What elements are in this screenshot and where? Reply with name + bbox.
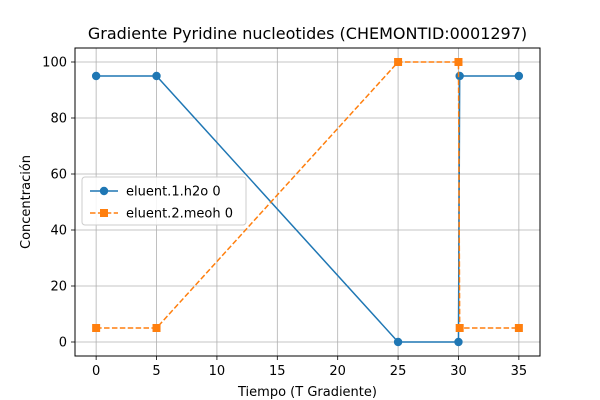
legend: eluent.1.h2o 0 eluent.2.meoh 0 [81,176,247,226]
data-point [393,337,403,347]
x-tick-label: 15 [269,364,286,379]
y-axis-label: Concentración [19,155,34,249]
x-tick-label: 0 [92,364,100,379]
series-line [96,75,519,343]
y-tick-label: 20 [50,280,67,295]
x-tick-label: 5 [152,364,160,379]
y-tick-label: 80 [50,112,67,127]
legend-item: eluent.2.meoh 0 [90,207,233,222]
data-point [514,324,523,332]
legend-marker [99,186,109,196]
data-point [152,324,161,332]
series-line [96,61,519,329]
x-tick-label: 30 [450,364,467,379]
x-tick-label: 20 [329,364,346,379]
legend-marker [100,209,108,217]
y-tick-label: 0 [59,336,67,351]
legend-label: eluent.2.meoh 0 [126,207,233,222]
y-tick-label: 40 [50,224,67,239]
series-1 [91,71,524,347]
plot-frame [74,47,541,357]
ticks: 0 5 10 15 20 25 30 35 0 20 40 60 80 100 [42,56,527,380]
y-tick-label: 60 [50,168,67,183]
series-2 [92,58,523,332]
legend-box [81,176,247,226]
data-point [454,58,463,66]
legend-item: eluent.1.h2o 0 [90,185,221,200]
x-tick-label: 25 [390,364,407,379]
series-layer [91,58,524,347]
data-point [394,58,403,66]
data-point [455,324,464,332]
legend-label: eluent.1.h2o 0 [126,185,221,200]
data-point [514,71,524,81]
y-tick-label: 100 [42,56,67,71]
x-tick-label: 10 [209,364,226,379]
x-axis-label: Tiempo (T Gradiente) [237,385,377,400]
data-point [92,324,101,332]
data-point [455,71,464,81]
data-point [152,71,161,81]
data-point [454,337,463,347]
data-point [91,71,101,81]
x-tick-label: 35 [511,364,528,379]
chart-title: Gradiente Pyridine nucleotides (CHEMONTI… [88,24,527,43]
